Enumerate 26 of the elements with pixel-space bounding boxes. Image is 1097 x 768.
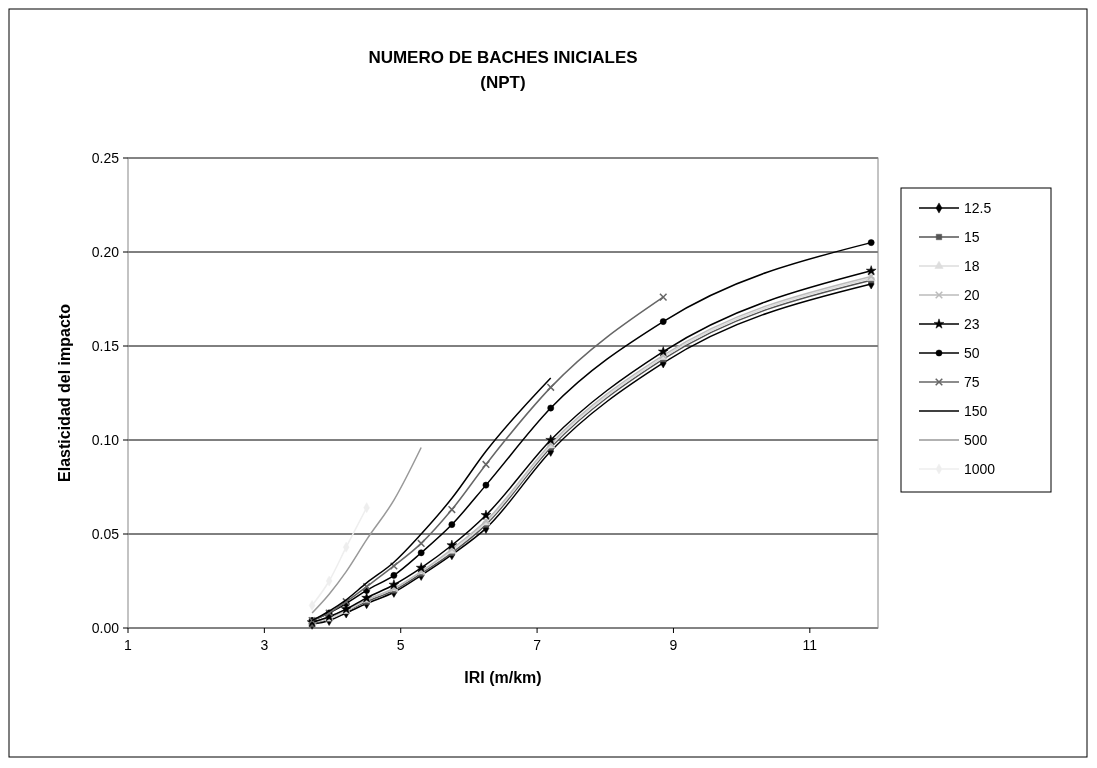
legend-label: 75 xyxy=(964,374,980,390)
legend-label: 20 xyxy=(964,287,980,303)
legend-label: 23 xyxy=(964,316,980,332)
legend-label: 1000 xyxy=(964,461,996,477)
y-tick-label: 0.20 xyxy=(91,244,120,260)
y-tick-label: 0.10 xyxy=(91,432,120,448)
legend-label: 18 xyxy=(964,258,980,274)
x-tick-label: 7 xyxy=(533,637,542,653)
legend-label: 15 xyxy=(964,229,980,245)
chart-subtitle: (NPT) xyxy=(480,73,526,92)
y-axis-title: Elasticidad del impacto xyxy=(56,303,73,482)
y-tick-label: 0.15 xyxy=(91,338,120,354)
y-tick-label: 0.00 xyxy=(91,620,120,636)
x-tick-label: 3 xyxy=(260,637,269,653)
legend-label: 500 xyxy=(964,432,988,448)
x-tick-label: 5 xyxy=(396,637,405,653)
legend-label: 12.5 xyxy=(964,200,992,216)
x-axis-title: IRI (m/km) xyxy=(464,669,542,686)
x-tick-label: 11 xyxy=(802,637,818,653)
y-tick-label: 0.25 xyxy=(91,150,120,166)
legend-label: 150 xyxy=(964,403,988,419)
x-tick-label: 1 xyxy=(124,637,133,653)
y-tick-label: 0.05 xyxy=(91,526,120,542)
x-tick-label: 9 xyxy=(669,637,678,653)
legend-label: 50 xyxy=(964,345,980,361)
chart-title: NUMERO DE BACHES INICIALES xyxy=(368,48,638,67)
